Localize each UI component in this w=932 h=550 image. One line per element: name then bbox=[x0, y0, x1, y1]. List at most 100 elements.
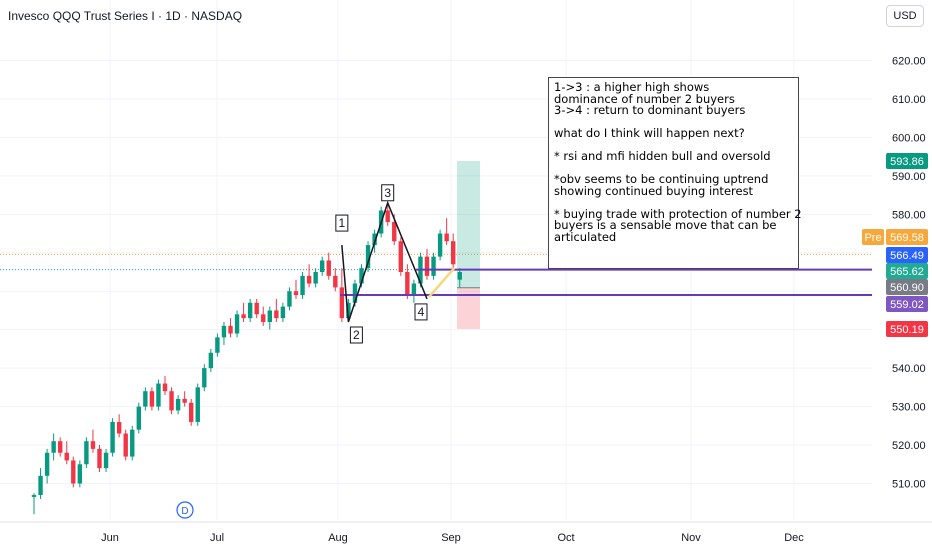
price-tag-bg bbox=[886, 247, 928, 263]
pre-market-label: Pre bbox=[864, 232, 881, 244]
price-tag-p569: 569.58 bbox=[890, 232, 924, 244]
candle-body bbox=[267, 310, 272, 322]
pre-label-bg bbox=[862, 229, 884, 245]
candle-body bbox=[392, 222, 397, 242]
candle-body bbox=[451, 241, 456, 265]
candle-body bbox=[320, 260, 325, 272]
candle-body bbox=[84, 441, 89, 465]
price-tag-bg bbox=[886, 263, 928, 279]
candle-body bbox=[51, 441, 56, 453]
candle-body bbox=[97, 448, 102, 469]
time-tick-label: Sep bbox=[441, 532, 461, 544]
candle-body bbox=[457, 272, 462, 280]
price-tag-p565: 565.62 bbox=[890, 266, 924, 278]
candle-body bbox=[352, 283, 358, 303]
point-label-4: 4 bbox=[418, 305, 425, 319]
candle-body bbox=[444, 233, 449, 242]
time-tick-label: Aug bbox=[328, 532, 348, 544]
price-tick-label: 530.00 bbox=[892, 402, 926, 414]
time-tick-label: Nov bbox=[681, 532, 701, 544]
candle-body bbox=[372, 233, 377, 246]
point-label-box bbox=[335, 214, 349, 232]
time-axis[interactable]: Jun Jul Aug Sep Oct Nov Dec bbox=[0, 521, 932, 544]
analysis-note-box[interactable]: 1->3 : a higher high shows dominance of n… bbox=[548, 77, 802, 269]
candle-body bbox=[31, 495, 37, 497]
price-tag-p560: 560.90 bbox=[890, 282, 924, 294]
price-tick-label: 580.00 bbox=[892, 209, 926, 221]
candle-body bbox=[149, 391, 155, 407]
candle-body bbox=[103, 452, 109, 469]
candle-body bbox=[58, 441, 63, 453]
candle-body bbox=[116, 421, 122, 434]
price-tick-label: 520.00 bbox=[892, 440, 926, 452]
price-tick-label: 540.00 bbox=[892, 363, 926, 375]
time-tick-label: Jun bbox=[101, 532, 119, 544]
price-tag-bg bbox=[886, 321, 928, 337]
candle-body bbox=[293, 291, 299, 296]
candle-body bbox=[228, 325, 233, 334]
candle-body bbox=[339, 287, 345, 319]
point-label-1: 1 bbox=[339, 216, 346, 230]
price-tick-label: 600.00 bbox=[892, 132, 926, 144]
candle-body bbox=[110, 421, 115, 453]
candle-body bbox=[90, 441, 96, 449]
time-tick-label: Oct bbox=[557, 532, 574, 544]
position-target-zone bbox=[457, 161, 480, 288]
price-tag-bg bbox=[886, 229, 928, 245]
candle-body bbox=[71, 460, 76, 484]
candle-body bbox=[44, 452, 50, 476]
candle-body bbox=[313, 272, 318, 284]
candle-body bbox=[169, 391, 174, 411]
chart-title: Invesco QQQ Trust Series I · 1D · NASDAQ bbox=[8, 9, 243, 23]
candle-body bbox=[215, 337, 220, 353]
position-stop-zone bbox=[457, 287, 480, 329]
candle-body bbox=[202, 368, 207, 388]
pattern-drawings[interactable]: 1 2 3 4 D bbox=[176, 184, 456, 519]
horizontal-levels[interactable] bbox=[340, 268, 872, 296]
candle-body bbox=[189, 402, 194, 422]
price-tick-label: 510.00 bbox=[892, 479, 926, 491]
candle-body bbox=[359, 268, 364, 284]
candle-body bbox=[208, 352, 214, 369]
point-label-2: 2 bbox=[353, 328, 360, 342]
long-position-tool[interactable] bbox=[457, 161, 480, 329]
note-line: articulated bbox=[554, 229, 617, 244]
time-tick-label: Dec bbox=[784, 532, 804, 544]
point-label-box bbox=[349, 326, 363, 344]
candle-body bbox=[136, 406, 141, 430]
price-tick-label: 610.00 bbox=[892, 94, 926, 106]
candle-body bbox=[162, 383, 168, 392]
candle-body bbox=[175, 398, 181, 411]
candle-body bbox=[346, 302, 351, 319]
candle-body bbox=[411, 283, 417, 296]
candle-body bbox=[143, 391, 148, 407]
candle-body bbox=[398, 241, 403, 272]
price-tag-bg bbox=[886, 296, 928, 312]
candle-body bbox=[306, 275, 312, 284]
candle-body bbox=[241, 314, 246, 319]
candle-body bbox=[431, 256, 436, 276]
price-tick-label: 590.00 bbox=[892, 171, 926, 183]
candle-body bbox=[326, 260, 331, 276]
price-tag-p559: 559.02 bbox=[890, 299, 924, 311]
candle-body bbox=[287, 291, 292, 307]
currency-button[interactable]: USD bbox=[886, 5, 924, 27]
candle-body bbox=[274, 310, 279, 319]
candle-body bbox=[130, 429, 135, 457]
price-tick-label: 620.00 bbox=[892, 56, 926, 68]
candle-body bbox=[365, 245, 371, 269]
note-line: 1->3 : a higher high shows bbox=[554, 80, 710, 94]
candle-body bbox=[261, 314, 266, 322]
note-line: what do I think will happen next? bbox=[554, 126, 745, 140]
note-line: * rsi and mfi hidden bull and oversold bbox=[554, 149, 771, 163]
point-label-box bbox=[381, 184, 395, 202]
candle-body bbox=[424, 256, 430, 276]
note-line: dominance of number 2 buyers bbox=[554, 91, 735, 106]
candle-body bbox=[156, 383, 161, 407]
price-tags: 593.86 Pre 569.58 566.49 565.62 560.90 559.02 5… bbox=[862, 153, 928, 337]
dividend-marker-icon bbox=[176, 501, 194, 519]
candle-body bbox=[247, 302, 253, 319]
price-tag-bg bbox=[886, 279, 928, 295]
candle-body bbox=[123, 433, 128, 457]
